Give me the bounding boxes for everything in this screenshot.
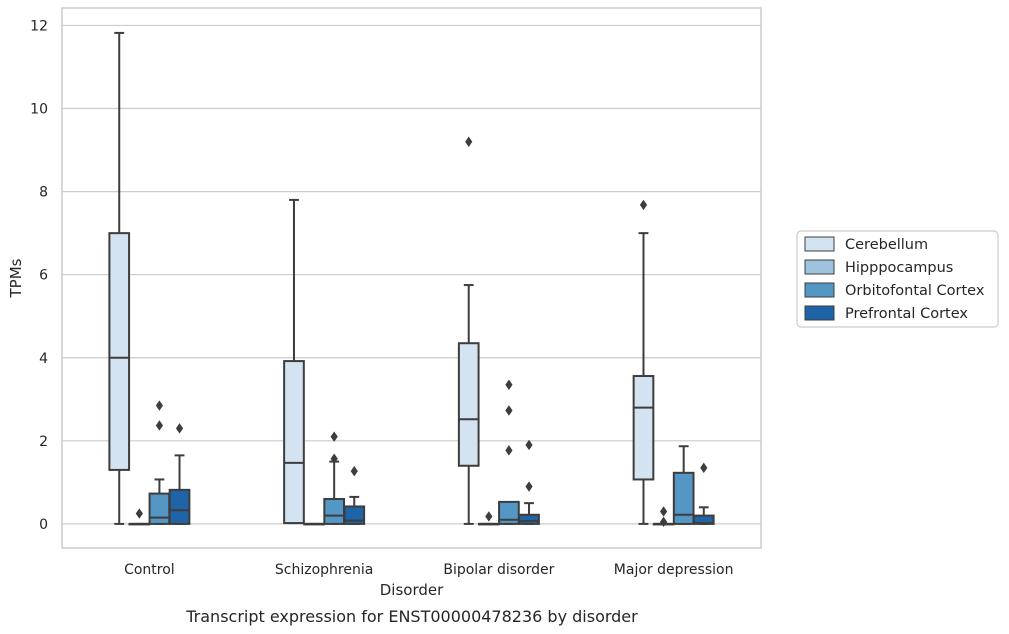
outlier-point	[525, 439, 533, 451]
outlier-point	[525, 481, 533, 492]
box-cerebellum	[283, 198, 305, 525]
outlier-point	[330, 431, 338, 442]
box-hipppocampus	[652, 506, 675, 528]
box-cerebellum	[632, 199, 655, 525]
legend-swatch	[804, 305, 835, 321]
box-orbitofontal-cortex	[323, 431, 346, 525]
y-tick-label: 10	[30, 102, 48, 118]
box-hipppocampus	[128, 508, 151, 526]
outlier-point	[350, 465, 358, 477]
y-tick-label: 8	[39, 185, 48, 201]
outlier-point	[155, 420, 164, 431]
box-body	[457, 342, 480, 467]
gridlines	[62, 24, 761, 525]
outlier-point	[465, 136, 473, 147]
box-prefrontal-cortex	[343, 465, 366, 525]
outlier-point	[330, 453, 338, 464]
box-orbitofontal-cortex	[148, 400, 171, 525]
box-body	[672, 471, 695, 525]
box-body	[518, 513, 540, 525]
box-orbitofontal-cortex	[498, 379, 520, 525]
outlier-point	[485, 511, 493, 522]
legend-swatch	[804, 282, 835, 298]
legend-label: Cerebellum	[845, 237, 928, 253]
x-tick-label: Major depression	[614, 562, 734, 578]
y-axis-ticks: 0 2 4 6 8 10 12	[30, 18, 48, 532]
box-body	[148, 492, 171, 525]
y-axis-label: TPMs	[7, 258, 25, 298]
plot-frame	[61, 7, 762, 549]
x-tick-label: Control	[124, 562, 175, 578]
box-prefrontal-cortex	[692, 462, 715, 525]
box-body	[108, 232, 131, 471]
boxes	[108, 31, 715, 528]
box-body	[168, 488, 191, 525]
outlier-point	[639, 199, 648, 211]
box-body	[323, 497, 346, 525]
x-axis-label: Disorder	[380, 581, 444, 599]
outlier-point	[155, 400, 164, 411]
x-tick-label: Bipolar disorder	[443, 562, 554, 578]
y-tick-label: 6	[39, 268, 48, 284]
y-tick-label: 4	[39, 351, 48, 367]
box-hipppocampus	[477, 511, 500, 526]
y-tick-label: 2	[39, 434, 48, 450]
box-body	[632, 375, 655, 481]
box-orbitofontal-cortex	[672, 445, 695, 525]
box-body	[343, 505, 366, 525]
outlier-point	[700, 462, 708, 474]
box-prefrontal-cortex	[168, 423, 191, 525]
y-tick-label: 12	[30, 18, 48, 34]
outlier-point	[505, 379, 513, 390]
x-axis-ticks: Control Schizophrenia Bipolar disorder Majo…	[124, 562, 733, 578]
legend-label: Orbitofontal Cortex	[845, 283, 985, 299]
outlier-point	[135, 508, 143, 519]
outlier-point	[175, 423, 184, 434]
legend-label: Prefrontal Cortex	[845, 306, 968, 322]
legend-swatch	[804, 259, 835, 275]
outlier-point	[505, 445, 513, 456]
box-body	[283, 360, 305, 525]
legend-frame	[796, 230, 999, 328]
legend-swatch	[804, 236, 835, 252]
legend: Cerebellum Hipppocampus Orbitofontal Corte…	[796, 230, 999, 328]
outlier-point	[505, 405, 513, 416]
chart-caption: Transcript expression for ENST0000047823…	[185, 607, 638, 626]
legend-label: Hipppocampus	[845, 260, 953, 276]
box-hipppocampus	[303, 522, 325, 526]
box-prefrontal-cortex	[518, 439, 540, 525]
y-tick-label: 0	[39, 517, 48, 533]
box-cerebellum	[108, 31, 131, 525]
outlier-point	[659, 516, 668, 528]
box-cerebellum	[457, 136, 480, 525]
x-tick-label: Schizophrenia	[275, 562, 373, 578]
box-body	[498, 500, 520, 525]
outlier-point	[659, 506, 668, 517]
